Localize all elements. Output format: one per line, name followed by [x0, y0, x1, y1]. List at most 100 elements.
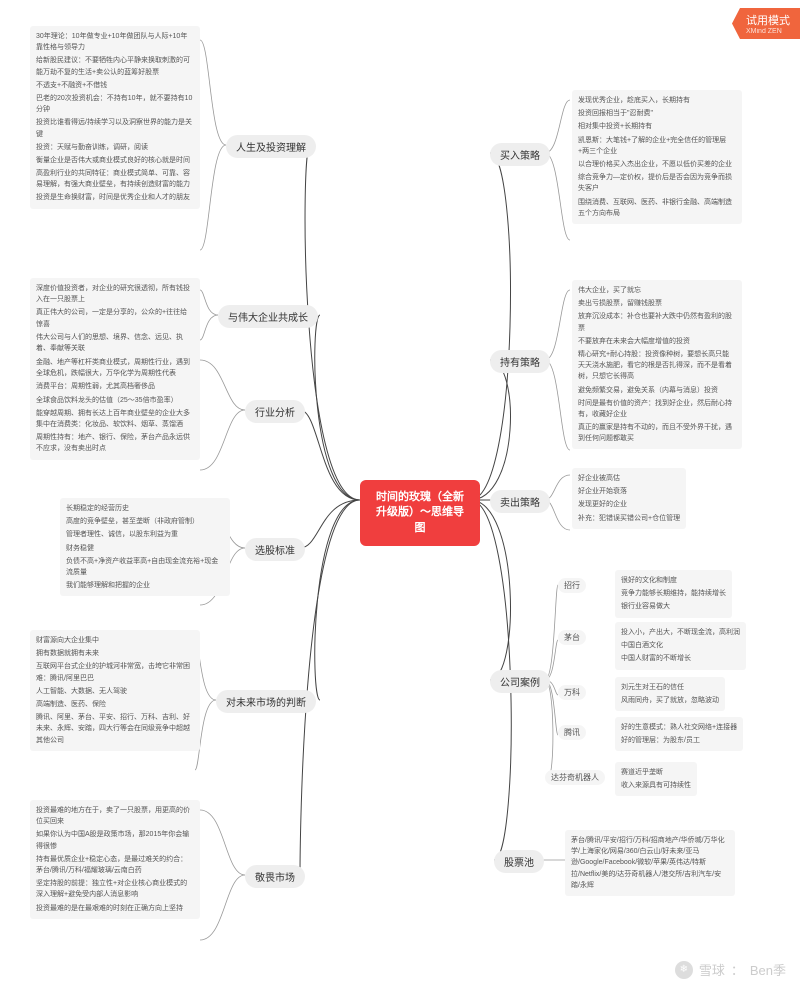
leaves-卖出策略: 好企业被高估好企业开始衰落发现更好的企业补充：犯错误买错公司+仓位管理: [572, 468, 686, 529]
sub-达芬奇机器人[interactable]: 达芬奇机器人: [545, 770, 605, 785]
leaf-item: 坚定持股的前提：独立性+对企业核心商业模式的深入理解+避免受内部人消息影响: [36, 878, 194, 900]
leaf-item: 腾讯、阿里、茅台、平安、招行、万科、吉利、好未来、永辉、安踏，四大行等会在同级竞…: [36, 712, 194, 746]
watermark: ❄ 雪球 ： Ben季: [675, 960, 786, 979]
leaves-选股标准: 长期稳定的经营历史高度的竞争壁垒，甚至垄断（非政府管制） 管理者理性、诚信，以股东…: [60, 498, 230, 596]
leaves-股票池: 茅台/腾讯/平安/招行/万科/招商地产/华侨城/万华化学/上海家化/网易/360…: [565, 830, 735, 896]
leaf-item: 真正的赢家是持有不动的，而且不受外界干扰，遇到任何问题都敢买: [578, 422, 736, 444]
leaf-item: 给新股民建议：不要牺牲内心平静来换取刺激的可能万劫不复的生活+卖公认的蓝筹好股票: [36, 55, 194, 77]
leaf-item: 周期性持有：地产、银行、保险，茅台产品永远供不应求，没有卖出时点: [36, 432, 194, 454]
leaf-item: 管理者理性、诚信，以股东利益为重: [66, 529, 224, 540]
leaves-腾讯: 好的生意模式：熟人社交网络+连接器好的管理层：为股东/员工: [615, 717, 743, 751]
branch-持有策略[interactable]: 持有策略: [490, 350, 550, 373]
leaf-item: 中国白酒文化: [621, 640, 740, 651]
leaf-item: 凯恩斯：大笔钱+了解的企业+完全信任的管理层+两三个企业: [578, 135, 736, 157]
trial-badge: 试用模式 XMind ZEN: [732, 8, 800, 39]
leaves-人生及投资理解: 30年理论：10年做专业+10年做团队与人际+10年靠性格与领导力给新股民建议：…: [30, 26, 200, 209]
leaf-item: 负债不高+净资产收益率高+自由现金流充裕+现金流质量: [66, 556, 224, 578]
leaf-item: 投入小，产出大，不断现金流，高利润: [621, 627, 740, 638]
sub-腾讯[interactable]: 腾讯: [558, 725, 586, 740]
watermark-source: 雪球: [699, 960, 725, 979]
branch-公司案例[interactable]: 公司案例: [490, 670, 550, 693]
leaves-达芬奇机器人: 赛道近乎垄断收入来源具有可持续性: [615, 762, 697, 796]
leaf-item: 不透支+不融资+不借钱: [36, 80, 194, 91]
leaf-item: 财务稳健: [66, 543, 224, 554]
leaf-item: 中国人财富的不断增长: [621, 653, 740, 664]
leaf-item: 长期稳定的经营历史: [66, 503, 224, 514]
leaves-买入策略: 发现优秀企业，趁底买入，长期持有投资回报相当于"忍耐费"相对集中投资+长期持有凯…: [572, 90, 742, 224]
leaf-item: 好企业被高估: [578, 473, 680, 484]
branch-行业分析[interactable]: 行业分析: [245, 400, 305, 423]
leaves-敬畏市场: 投资最难的地方在于，卖了一只股票，用更高的价位买回来如果你认为中国A股是政策市场…: [30, 800, 200, 919]
leaf-item: 以合理价格买入杰出企业，不愿以低价买差的企业: [578, 159, 736, 170]
watermark-sep: ：: [731, 960, 744, 979]
leaf-item: 我们能够理解和把握的企业: [66, 580, 224, 591]
leaf-item: 真正伟大的公司，一定是分享的，公众的+往往给惊喜: [36, 307, 194, 329]
leaf-item: 发现优秀企业，趁底买入，长期持有: [578, 95, 736, 106]
leaf-item: 投资比谁看得远/持续学习以及洞察世界的能力是关键: [36, 117, 194, 139]
leaves-持有策略: 伟大企业，买了就忘卖出亏损股票，留赚钱股票放弃沉没成本：补仓也要补大跌中仍然有盈…: [572, 280, 742, 449]
center-root-node[interactable]: 时间的玫瑰（全新升级版）～思维导图: [360, 480, 480, 546]
branch-选股标准[interactable]: 选股标准: [245, 538, 305, 561]
leaves-行业分析: 金融、地产等杠杆类商业模式，周期性行业，遇到全球危机，跌幅很大，万华化学为周期性…: [30, 352, 200, 460]
leaves-招行: 很好的文化和制度竞争力能够长期维持，能持续增长银行业容易做大: [615, 570, 732, 618]
branch-卖出策略[interactable]: 卖出策略: [490, 490, 550, 513]
leaf-item: 赛道近乎垄断: [621, 767, 691, 778]
leaf-item: 持有最优质企业+稳定心态，是最过难关的约合：茅台/腾讯/万科/福耀玻璃/云南白药: [36, 854, 194, 876]
leaves-万科: 刘元生对王石的信任风雨同舟，买了就放，忽略波动: [615, 677, 725, 711]
branch-买入策略[interactable]: 买入策略: [490, 143, 550, 166]
leaf-item: 互联网平台式企业的护城河非常宽，击垮它非常困难：腾讯/阿里巴巴: [36, 661, 194, 683]
snowball-icon: ❄: [675, 961, 693, 979]
leaf-item: 投资：天赋与勤奋训练，调研，阅读: [36, 142, 194, 153]
branch-对未来市场的判断[interactable]: 对未来市场的判断: [216, 690, 316, 713]
leaf-item: 风雨同舟，买了就放，忽略波动: [621, 695, 719, 706]
leaf-item: 投资最难的是在最艰难的时刻在正确方向上坚持: [36, 903, 194, 914]
leaf-item: 避免频繁交易，避免关系（内幕与消息）投资: [578, 385, 736, 396]
leaf-item: 拥有数据就拥有未来: [36, 648, 194, 659]
leaf-item: 发现更好的企业: [578, 499, 680, 510]
leaf-item: 放弃沉没成本：补仓也要补大跌中仍然有盈利的股票: [578, 311, 736, 333]
leaf-item: 伟大企业，买了就忘: [578, 285, 736, 296]
leaf-item: 好企业开始衰落: [578, 486, 680, 497]
badge-text: 试用模式: [746, 15, 790, 27]
sub-万科[interactable]: 万科: [558, 685, 586, 700]
leaves-与伟大企业共成长: 深度价值投资者，对企业的研究很透彻，所有钱投入在一只股票上真正伟大的公司，一定是…: [30, 278, 200, 359]
sub-招行[interactable]: 招行: [558, 578, 586, 593]
leaf-item: 高端制造、医药、保险: [36, 699, 194, 710]
branch-与伟大企业共成长[interactable]: 与伟大企业共成长: [218, 305, 318, 328]
branch-人生及投资理解[interactable]: 人生及投资理解: [226, 135, 316, 158]
leaf-item: 收入来源具有可持续性: [621, 780, 691, 791]
branch-股票池[interactable]: 股票池: [494, 850, 544, 873]
leaf-item: 人工智能、大数据、无人驾驶: [36, 686, 194, 697]
leaf-item: 投资回报相当于"忍耐费": [578, 108, 736, 119]
leaf-item: 刘元生对王石的信任: [621, 682, 719, 693]
leaf-item: 好的管理层：为股东/员工: [621, 735, 737, 746]
leaf-item: 银行业容易做大: [621, 601, 726, 612]
leaf-item: 全球食品饮料龙头的估值（25～35倍市盈率）: [36, 395, 194, 406]
leaf-item: 围绕消费、互联网、医药、非银行金融、高端制造五个方向布局: [578, 197, 736, 219]
leaf-item: 高度的竞争壁垒，甚至垄断（非政府管制）: [66, 516, 224, 527]
leaf-item: 时间是最有价值的资产：找到好企业，然后耐心持有，收藏好企业: [578, 398, 736, 420]
leaf-item: 不要放弃在未来会大幅度增值的投资: [578, 336, 736, 347]
leaf-item: 衡量企业是否伟大或商业模式良好的核心就是时间: [36, 155, 194, 166]
leaf-item: 卖出亏损股票，留赚钱股票: [578, 298, 736, 309]
leaf-item: 好的生意模式：熟人社交网络+连接器: [621, 722, 737, 733]
leaf-item: 伟大公司与人们的思想、境界、信念、远见、执着、奉献等关联: [36, 332, 194, 354]
leaf-item: 如果你认为中国A股是政策市场，那2015年你会输得很惨: [36, 829, 194, 851]
leaf-item: 很好的文化和制度: [621, 575, 726, 586]
leaf-item: 财富源向大企业集中: [36, 635, 194, 646]
leaf-item: 消费平台：周期性弱，尤其高档奢侈品: [36, 381, 194, 392]
branch-敬畏市场[interactable]: 敬畏市场: [245, 865, 305, 888]
leaf-item: 30年理论：10年做专业+10年做团队与人际+10年靠性格与领导力: [36, 31, 194, 53]
leaf-item: 巴老的20次投资机会：不持有10年，就不要持有10分钟: [36, 93, 194, 115]
leaf-item: 能穿越周期、拥有长达上百年商业壁垒的企业大多集中在消费类：化妆品、软饮料、烟草、…: [36, 408, 194, 430]
leaves-茅台: 投入小，产出大，不断现金流，高利润中国白酒文化中国人财富的不断增长: [615, 622, 746, 670]
leaf-item: 茅台/腾讯/平安/招行/万科/招商地产/华侨城/万华化学/上海家化/网易/360…: [571, 835, 729, 891]
leaf-item: 精心研究+耐心持股：投资像种树，要想长高只能天天浇水施肥，看它的根是否扎得深，而…: [578, 349, 736, 383]
leaf-item: 金融、地产等杠杆类商业模式，周期性行业，遇到全球危机，跌幅很大，万华化学为周期性…: [36, 357, 194, 379]
sub-茅台[interactable]: 茅台: [558, 630, 586, 645]
leaf-item: 深度价值投资者，对企业的研究很透彻，所有钱投入在一只股票上: [36, 283, 194, 305]
leaf-item: 投资最难的地方在于，卖了一只股票，用更高的价位买回来: [36, 805, 194, 827]
leaf-item: 高盈利行业的共同特征：商业模式简单、可靠、容易理解，有强大商业壁垒，有持续创造财…: [36, 168, 194, 190]
center-label: 时间的玫瑰（全新升级版）～思维导图: [376, 491, 464, 534]
leaf-item: 补充：犯错误买错公司+仓位管理: [578, 513, 680, 524]
